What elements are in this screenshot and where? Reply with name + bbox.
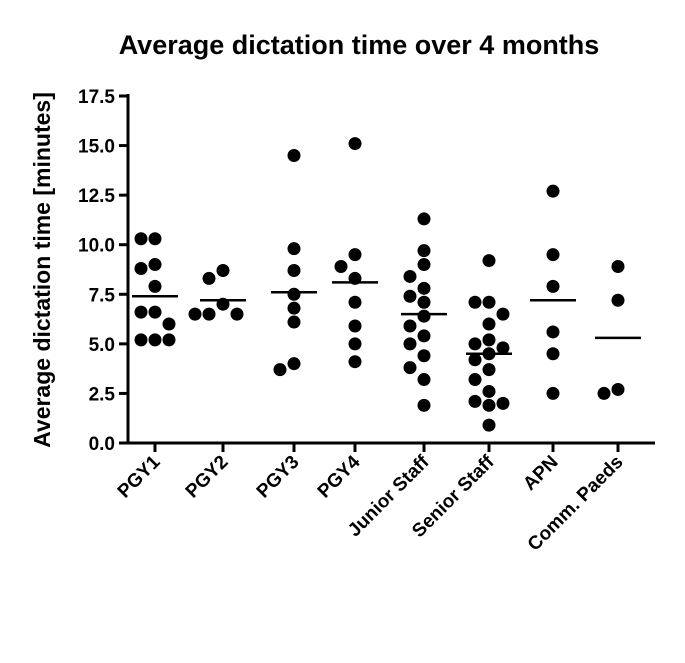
data-point xyxy=(216,263,230,277)
data-point xyxy=(417,281,431,295)
data-point xyxy=(546,386,560,400)
data-point xyxy=(287,287,301,301)
data-point xyxy=(202,271,216,285)
data-point xyxy=(403,361,417,375)
y-tick-label: 17.5 xyxy=(78,87,115,108)
data-point xyxy=(417,349,431,363)
data-point xyxy=(611,293,625,307)
data-point xyxy=(230,307,244,321)
y-tick-label: 2.5 xyxy=(89,384,116,405)
data-point xyxy=(597,386,611,400)
x-tick-label: APN xyxy=(519,452,562,495)
data-point xyxy=(148,305,162,319)
data-point xyxy=(417,212,431,226)
data-point xyxy=(348,355,362,369)
data-point xyxy=(148,279,162,293)
data-point xyxy=(287,242,301,256)
data-point xyxy=(348,248,362,262)
data-point xyxy=(287,357,301,371)
x-tick-label: PGY1 xyxy=(114,451,165,502)
data-point xyxy=(417,373,431,387)
data-point xyxy=(134,333,148,347)
y-tick-label: 5.0 xyxy=(89,335,115,356)
data-point xyxy=(482,398,496,412)
y-tick-label: 12.5 xyxy=(78,186,115,207)
data-point xyxy=(287,263,301,277)
x-tick-label: PGY3 xyxy=(253,452,304,503)
data-point xyxy=(348,295,362,309)
y-axis-label: Average dictation time [minutes] xyxy=(29,92,55,448)
data-point xyxy=(348,319,362,333)
data-point xyxy=(273,363,287,377)
data-point xyxy=(546,325,560,339)
data-point xyxy=(496,307,510,321)
data-point xyxy=(148,333,162,347)
data-point xyxy=(496,341,510,355)
data-point xyxy=(202,307,216,321)
data-point xyxy=(403,319,417,333)
data-point xyxy=(148,258,162,272)
x-tick-label: PGY2 xyxy=(182,452,233,503)
data-point xyxy=(546,279,560,293)
data-point xyxy=(482,418,496,432)
data-point xyxy=(546,184,560,198)
data-point xyxy=(611,260,625,274)
data-point xyxy=(134,305,148,319)
data-point xyxy=(482,384,496,398)
data-point xyxy=(482,317,496,331)
data-point xyxy=(403,269,417,283)
data-point xyxy=(417,295,431,309)
data-point xyxy=(334,260,348,274)
data-point xyxy=(417,309,431,323)
y-tick-label: 7.5 xyxy=(89,285,116,306)
x-tick-label: PGY4 xyxy=(314,451,365,502)
data-point xyxy=(403,289,417,303)
data-point xyxy=(482,295,496,309)
data-point xyxy=(546,347,560,361)
data-point xyxy=(148,232,162,246)
data-point xyxy=(403,337,417,351)
y-tick-label: 0.0 xyxy=(89,434,115,455)
y-tick-label: 15.0 xyxy=(78,137,115,158)
data-point xyxy=(134,262,148,276)
data-point xyxy=(611,382,625,396)
y-tick-label: 10.0 xyxy=(78,236,115,257)
data-point xyxy=(417,258,431,272)
data-point xyxy=(417,398,431,412)
data-point xyxy=(348,337,362,351)
chart-title: Average dictation time over 4 months xyxy=(119,30,600,60)
data-point xyxy=(134,232,148,246)
data-marks xyxy=(132,137,641,432)
data-point xyxy=(468,394,482,408)
data-point xyxy=(468,373,482,387)
data-point xyxy=(468,353,482,367)
data-point xyxy=(417,244,431,258)
data-point xyxy=(287,301,301,315)
data-point xyxy=(496,396,510,410)
data-point xyxy=(188,307,202,321)
data-point xyxy=(417,329,431,343)
data-point xyxy=(482,363,496,377)
data-point xyxy=(482,254,496,268)
data-point xyxy=(162,333,176,347)
data-point xyxy=(162,317,176,331)
data-point xyxy=(546,248,560,262)
data-point xyxy=(348,137,362,151)
data-point xyxy=(287,315,301,329)
data-point xyxy=(482,333,496,347)
data-point xyxy=(468,295,482,309)
data-point xyxy=(287,148,301,162)
data-point xyxy=(468,337,482,351)
